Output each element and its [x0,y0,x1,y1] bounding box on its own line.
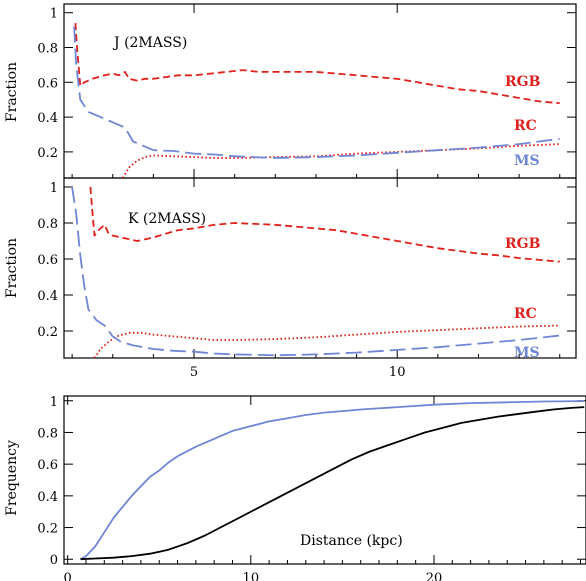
ytick-label-middle-2: 0.6 [37,253,58,268]
ylabel-top: Fraction [4,62,20,122]
ytick-label-top-1: 0.4 [37,111,58,126]
panel-middle-frame [63,177,577,359]
ytick-label-bottom-3: 0.6 [37,458,58,473]
ytick-label-middle-1: 0.4 [37,289,58,304]
xtick-label-bottom-1: 10 [243,571,260,581]
ytick-label-top-3: 0.8 [37,42,58,57]
ytick-label-middle-3: 0.8 [37,217,58,232]
series-label-middle-ms: MS [514,345,540,361]
ytick-label-middle-0: 0.2 [37,325,58,340]
series-line-top-rc [122,143,560,178]
series-line-bottom-cum-black [80,406,585,561]
series-label-top-rc: RC [514,118,537,134]
ylabel-middle: Fraction [4,238,20,298]
ytick-label-top-0: 0.2 [37,146,58,161]
ytick-label-middle-4: 1 [50,181,58,196]
series-line-top-ms [73,26,560,159]
panel-top-frame [63,3,577,179]
xtick-label-middle-0: 5 [190,365,198,380]
panel-label-middle: K (2MASS) [128,211,206,227]
ytick-label-bottom-1: 0.2 [37,522,58,537]
series-label-top-ms: MS [514,153,540,169]
ytick-label-bottom-4: 0.8 [37,426,58,441]
xtick-label-bottom-2: 20 [426,571,443,581]
series-line-middle-rgb [89,186,560,263]
series-label-middle-rgb: RGB [505,236,541,252]
series-label-top-rgb: RGB [505,74,541,90]
series-line-bottom-cum-blue [80,400,585,560]
ylabel-bottom: Frequency [4,440,20,516]
ytick-label-bottom-2: 0.4 [37,490,58,505]
ytick-label-bottom-0: 0 [50,553,58,568]
ytick-label-bottom-5: 1 [50,395,58,410]
panel-bottom-frame [63,395,586,565]
xtick-label-middle-1: 10 [389,365,406,380]
panel-label-top: J (2MASS) [112,35,187,51]
xlabel-bottom: Distance (kpc) [300,533,403,549]
xtick-label-bottom-0: 0 [64,571,72,581]
ytick-label-top-4: 1 [50,7,58,22]
series-label-middle-rc: RC [514,306,537,322]
ytick-label-top-2: 0.6 [37,76,58,91]
series-line-middle-ms [71,186,560,357]
